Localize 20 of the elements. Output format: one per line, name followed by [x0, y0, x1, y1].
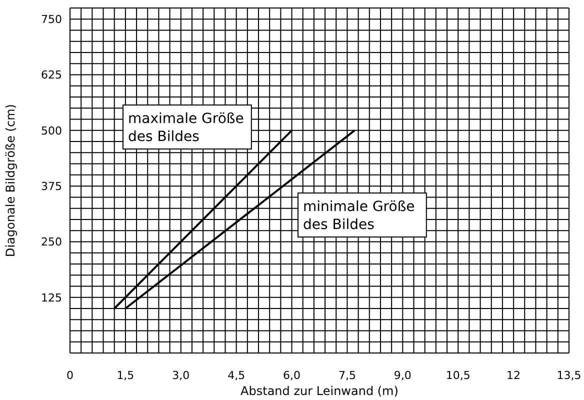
y-axis-title: Diagonale Bildgröße (cm) — [3, 104, 18, 257]
annotation: maximale Größe des Bildes — [128, 111, 244, 145]
annotation: minimale Größe des Bildes — [303, 199, 415, 233]
x-tick-label: 1,5 — [116, 369, 134, 382]
x-tick-label: 4,5 — [228, 369, 246, 382]
y-tick-label: 125 — [41, 291, 62, 304]
x-axis-title: Abstand zur Leinwand (m) — [240, 384, 398, 398]
y-tick-label: 625 — [41, 68, 62, 82]
x-tick-label: 9,0 — [394, 369, 412, 382]
y-tick-label: 750 — [41, 13, 62, 26]
y-tick-label: 500 — [41, 124, 62, 138]
x-tick-label: 12 — [506, 369, 521, 382]
x-tick-label: 13,5 — [556, 369, 582, 382]
x-tick-label: 6,0 — [283, 369, 301, 382]
x-tick-label: 3,0 — [172, 369, 190, 382]
x-tick-label: 7,5 — [338, 369, 356, 382]
x-tick-label: 10,5 — [446, 369, 470, 382]
x-tick-label: 0 — [66, 369, 74, 382]
y-tick-label: 375 — [41, 180, 62, 193]
y-tick-label: 250 — [41, 236, 62, 249]
